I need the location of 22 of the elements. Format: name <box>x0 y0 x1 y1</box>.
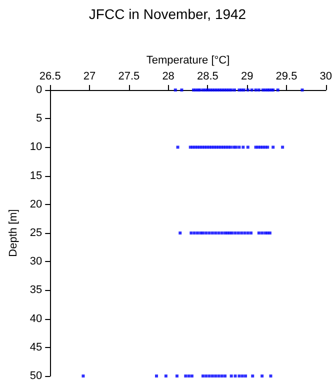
x-tick-label: 28.5 <box>196 70 218 82</box>
y-tick-label: 45 <box>30 341 42 354</box>
y-tick-label: 15 <box>30 170 42 182</box>
y-tick-label: 35 <box>30 284 42 296</box>
x-tick-label: 30 <box>320 70 332 82</box>
y-axis-title: Depth [m] <box>8 209 20 257</box>
x-tick-label: 28 <box>162 70 174 82</box>
y-tick-label: 5 <box>36 112 42 125</box>
y-tick-label: 20 <box>30 198 42 210</box>
y-tick-label: 0 <box>36 84 42 96</box>
y-tick-label: 30 <box>30 256 42 268</box>
chart-title: JFCC in November, 1942 <box>88 6 246 22</box>
x-tick-label: 26.5 <box>39 70 61 82</box>
y-tick-label: 40 <box>30 312 42 325</box>
x-axis-title: Temperature [°C] <box>146 54 230 67</box>
y-tick-label: 50 <box>30 370 42 382</box>
x-tick-label: 29.5 <box>276 70 298 82</box>
y-tick-label: 10 <box>30 141 42 154</box>
x-tick-label: 29 <box>240 70 254 82</box>
x-tick-label: 27 <box>83 70 96 82</box>
x-tick-label: 27.5 <box>118 70 140 82</box>
y-tick-label: 25 <box>30 227 42 239</box>
